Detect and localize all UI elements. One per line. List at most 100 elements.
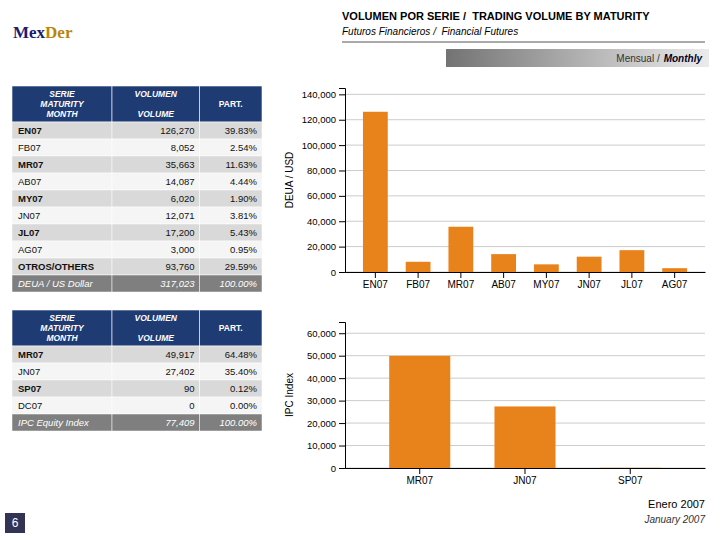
table-text: 12,071 [165,210,194,221]
y-tick-label: 0 [331,463,336,474]
grid-line [345,333,705,334]
x-tick-mark [375,272,376,278]
y-tick-mark [339,401,345,402]
table-cell [112,363,200,380]
y-tick: 80,000 [307,165,345,176]
y-tick-label: 100,000 [302,140,336,151]
y-tick-label: 50,000 [307,350,336,361]
table-text: 8,052 [171,142,195,153]
y-tick-label: 60,000 [307,190,336,201]
bar [389,356,450,468]
badge-text: Mensual / Monthly [616,53,702,64]
table-cell [200,275,263,292]
table-cell [112,397,200,414]
table-cell [200,414,263,431]
bar [662,268,687,272]
table-cell [200,241,263,258]
table-cell [200,156,263,173]
y-axis-line [339,323,346,469]
table-text: JN07 [18,210,40,221]
table-cell [12,173,112,190]
y-axis-title: IPC Index [284,373,295,417]
table-cell [12,414,112,431]
x-tick-mark [418,272,419,278]
y-tick-label: 10,000 [307,440,336,451]
grid-line [345,221,705,222]
y-tick-mark [339,423,345,424]
bar [494,406,555,468]
subtitle: Futuros Financieros / Financial Futures [342,26,518,37]
y-tick-mark [339,145,345,146]
table-text: 0.12% [230,383,257,394]
bar [491,254,516,272]
y-tick: 50,000 [307,350,345,361]
date-en: January 2007 [643,514,705,525]
page-number-box [5,513,25,533]
y-tick: 20,000 [307,418,345,429]
y-tick: 30,000 [307,395,345,406]
table-text: EN07 [18,125,42,136]
table-text: 93,760 [165,261,194,272]
logo: MexDer [13,23,73,42]
table-text: 77,409 [165,417,195,428]
y-tick-mark [339,468,345,469]
table-cell [12,241,112,258]
table-text: 49,917 [165,349,194,360]
y-tick-mark [339,378,345,379]
x-axis: EN07FB07MR07AB07MY07JN07JL07AG07 [346,272,706,290]
table-cell [112,139,200,156]
table-text: 90 [184,383,195,394]
table-cell [200,380,263,397]
y-tick-label: 20,000 [307,241,336,252]
table-header: SERIEMATURITYMONTH [40,313,85,343]
table-cell [12,346,112,363]
table-cell [200,346,263,363]
table-text: DEUA / US Dollar [18,278,93,289]
table-header-cell [12,310,112,346]
y-tick: 120,000 [302,114,345,125]
grid-line [345,246,705,247]
x-tick-label: MR07 [448,279,475,290]
y-tick-mark [339,356,345,357]
badge-part: Mensual / [616,53,660,64]
x-tick-mark [630,468,631,474]
table-text: 4.44% [230,176,257,187]
grid [345,333,705,468]
marks [363,112,687,272]
x-tick-label: JN07 [513,475,537,486]
table-cell [12,363,112,380]
table-cell [200,363,263,380]
table-cell [112,414,200,431]
table-header-cell [200,310,263,346]
table-header-cell [112,86,200,122]
y-tick-label: 40,000 [307,216,336,227]
table-cell [112,156,200,173]
table-text: IPC Equity Index [18,417,90,428]
table-cell [12,139,112,156]
x-tick-mark [460,272,461,278]
x-axis: MR07JN07SP07 [346,468,706,486]
x-tick-label: EN07 [363,279,388,290]
logo-part: Mex [13,23,46,42]
y-tick-label: 30,000 [307,395,336,406]
y-tick: 20,000 [307,241,345,252]
y-axis: 010,00020,00030,00040,00050,00060,000 [307,323,346,474]
x-tick: EN07 [363,272,388,290]
table-cell [12,156,112,173]
table: SERIEMATURITYMONTHVOLUMENVOLUMEPART.EN07… [12,86,262,292]
y-tick: 40,000 [307,216,345,227]
table-text: 17,200 [165,227,194,238]
table-text: 0.00% [230,400,257,411]
x-tick-mark [589,272,590,278]
table-text: JL07 [18,227,40,238]
x-tick: JN07 [577,272,601,290]
table-header: PART. [219,99,243,109]
table-cell [12,258,112,275]
table-text: 11.63% [225,159,257,170]
y-tick-label: 120,000 [302,114,336,125]
y-tick: 140,000 [302,89,345,100]
badge [446,49,709,67]
badge-part: Monthly [664,53,703,64]
table-cell [200,139,263,156]
table-cell [112,190,200,207]
